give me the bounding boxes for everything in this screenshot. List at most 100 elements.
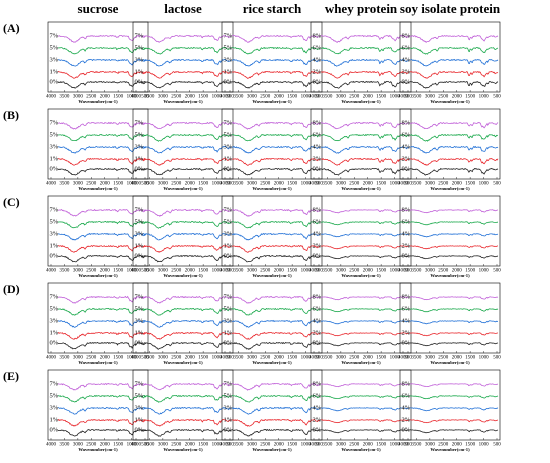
x-tick-label: 2500	[260, 269, 271, 274]
spectrum-panel: 4000 3500 3000 2500 2000 1500 1000 500Wavenumbe…	[398, 195, 501, 278]
x-tick-label: 3500	[411, 182, 422, 187]
series-label: 0%	[135, 253, 144, 260]
series-label: 3%	[135, 57, 144, 64]
x-tick-label: 1500	[113, 443, 124, 448]
x-tick-label: 3500	[59, 95, 70, 100]
spectrum-panel: 4000 3500 3000 2500 2000 1500 1000 500Wavenumbe…	[398, 369, 501, 452]
spectrum-line	[57, 145, 147, 154]
series-label: 0%	[402, 427, 411, 434]
series-label: 6%	[313, 219, 322, 226]
x-tick-label: 4000	[309, 356, 320, 361]
spectrum-line	[320, 134, 410, 142]
spectrum-line	[57, 220, 147, 229]
x-tick-label: 2500	[86, 95, 97, 100]
spectrum-line	[320, 209, 409, 214]
series-label: 4%	[313, 231, 322, 238]
x-tick-label: 1000	[479, 95, 490, 100]
spectrum-line	[142, 220, 232, 229]
x-tick-label: 3000	[158, 356, 169, 361]
series-label: 0%	[135, 427, 144, 434]
series-label: 6%	[402, 219, 411, 226]
x-tick-label: 4000	[131, 95, 142, 100]
spectrum-line	[142, 295, 232, 304]
series-label: 1%	[135, 417, 144, 424]
series-label: 2%	[313, 243, 322, 250]
series-label: 7%	[224, 120, 233, 127]
series-label: 3%	[224, 318, 233, 325]
series-label: 4%	[313, 405, 322, 412]
panel-frame	[221, 369, 323, 441]
x-axis-label: Wavenumber(cm-1)	[252, 447, 292, 452]
x-tick-label: 3000	[158, 182, 169, 187]
series-label: 4%	[313, 144, 322, 151]
x-tick-label: 1500	[287, 443, 298, 448]
spectrum-line	[409, 122, 499, 130]
panel-frame	[47, 282, 149, 354]
spectrum-panel: 4000 3500 3000 2500 2000 1500 1000 500Wavenumbe…	[398, 282, 501, 365]
x-tick-label: 2000	[185, 95, 196, 100]
x-tick-label: 500	[493, 182, 501, 187]
spectrum-line	[320, 58, 410, 67]
spectrum-line	[320, 121, 410, 130]
series-label: 6%	[402, 393, 411, 400]
series-label: 1%	[224, 156, 233, 163]
spectrum-line	[320, 407, 410, 412]
series-label: 8%	[313, 33, 322, 40]
x-tick-label: 2000	[100, 443, 111, 448]
series-label: 0%	[135, 166, 144, 173]
x-tick-label: 2000	[452, 356, 463, 361]
spectrum-line	[320, 146, 410, 154]
x-tick-label: 1000	[212, 269, 223, 274]
spectrum-line	[232, 244, 321, 253]
row-label: (B)	[3, 108, 19, 122]
x-tick-label: 2500	[171, 356, 182, 361]
x-tick-label: 4000	[131, 182, 142, 187]
x-axis-label: Wavenumber(cm-1)	[252, 273, 292, 278]
series-label: 8%	[402, 294, 411, 301]
row-label: (A)	[3, 21, 20, 35]
series-label: 0%	[313, 79, 322, 86]
x-axis-label: Wavenumber(cm-1)	[163, 99, 203, 104]
series-label: 5%	[224, 219, 233, 226]
x-tick-label: 2500	[438, 95, 449, 100]
x-tick-label: 2000	[363, 269, 374, 274]
spectrum-line	[57, 58, 147, 67]
x-tick-label: 1000	[390, 95, 401, 100]
x-tick-label: 2000	[100, 356, 111, 361]
x-tick-label: 1000	[127, 95, 138, 100]
x-tick-label: 1000	[127, 443, 138, 448]
x-axis-label: Wavenumber(cm-1)	[163, 447, 203, 452]
series-label: 0%	[224, 427, 233, 434]
x-tick-label: 2000	[363, 356, 374, 361]
series-label: 0%	[313, 427, 322, 434]
series-label: 2%	[313, 69, 322, 76]
x-tick-label: 4000	[309, 95, 320, 100]
spectrum-line	[57, 295, 147, 304]
spectrum-line	[320, 46, 410, 55]
series-label: 3%	[50, 144, 59, 151]
x-tick-label: 4000	[398, 95, 409, 100]
panel-frame	[132, 369, 234, 441]
spectrum-line	[231, 46, 321, 55]
series-label: 0%	[50, 79, 59, 86]
spectrum-line	[231, 232, 321, 241]
x-tick-label: 500	[141, 443, 149, 448]
series-label: 1%	[224, 330, 233, 337]
series-label: 0%	[224, 166, 233, 173]
series-label: 7%	[50, 207, 59, 214]
series-label: 0%	[313, 166, 322, 173]
panel-frame	[47, 21, 149, 93]
series-label: 6%	[313, 132, 322, 139]
x-axis-label: Wavenumber(cm-1)	[78, 447, 118, 452]
x-tick-label: 3500	[322, 443, 333, 448]
series-label: 1%	[50, 417, 59, 424]
x-tick-label: 500	[315, 182, 323, 187]
spectrum-line	[231, 70, 321, 79]
spectrum-line	[409, 58, 499, 67]
spectrum-line	[409, 332, 498, 337]
series-label: 0%	[224, 340, 233, 347]
spectrum-line	[57, 80, 147, 89]
series-label: 6%	[402, 132, 411, 139]
x-tick-label: 1000	[390, 443, 401, 448]
x-tick-label: 3500	[144, 356, 155, 361]
